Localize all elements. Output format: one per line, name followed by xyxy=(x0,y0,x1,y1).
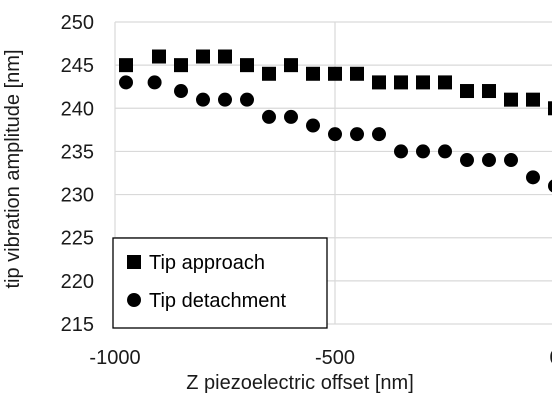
data-point-circle xyxy=(328,127,342,142)
data-point-circle xyxy=(196,92,210,107)
legend-label: Tip detachment xyxy=(149,290,287,312)
data-point-circle xyxy=(526,170,540,185)
data-point-circle xyxy=(174,84,188,99)
data-point-square xyxy=(460,84,474,99)
legend-marker-circle xyxy=(127,293,141,307)
data-point-circle xyxy=(350,127,364,142)
data-point-square xyxy=(394,75,408,90)
data-point-square xyxy=(504,92,518,107)
data-point-square xyxy=(416,75,430,90)
data-point-square xyxy=(284,58,298,73)
y-axis-title: tip vibration amplitude [nm] xyxy=(2,49,24,288)
data-point-square xyxy=(328,66,342,81)
series-layer xyxy=(119,49,552,193)
data-point-circle xyxy=(119,75,133,90)
x-axis-title: Z piezoelectric offset [nm] xyxy=(186,372,414,394)
legend-label: Tip approach xyxy=(149,252,265,274)
y-tick-label: 215 xyxy=(61,314,94,336)
data-point-square xyxy=(152,49,166,64)
data-point-circle xyxy=(504,153,518,168)
data-point-circle xyxy=(240,92,254,107)
data-point-square xyxy=(372,75,386,90)
data-point-circle xyxy=(394,144,408,159)
y-tick-label: 245 xyxy=(61,55,94,77)
series-tip-approach xyxy=(119,49,552,116)
data-point-circle xyxy=(460,153,474,168)
x-tick-label: -500 xyxy=(315,347,355,369)
data-point-square xyxy=(548,101,552,116)
data-point-circle xyxy=(218,92,232,107)
data-point-circle xyxy=(147,75,162,90)
data-point-circle xyxy=(482,153,496,168)
y-tick-label: 225 xyxy=(61,228,94,250)
data-point-square xyxy=(218,49,232,64)
y-tick-label: 240 xyxy=(61,98,94,120)
y-tick-label: 220 xyxy=(61,271,94,293)
data-point-square xyxy=(174,58,188,73)
data-point-circle xyxy=(438,144,452,159)
legend-box xyxy=(112,237,328,329)
data-point-square xyxy=(438,75,452,90)
y-tick-label: 230 xyxy=(61,185,94,207)
data-point-circle xyxy=(416,144,430,159)
data-point-circle xyxy=(262,109,276,124)
legend: Tip approach Tip detachment xyxy=(112,237,328,329)
data-point-square xyxy=(526,92,540,107)
y-tick-label: 235 xyxy=(61,141,94,163)
data-point-circle xyxy=(548,179,552,193)
x-tick-label: 0 xyxy=(549,347,552,369)
x-tick-label: -1000 xyxy=(89,347,140,369)
legend-marker-square xyxy=(127,255,141,269)
data-point-square xyxy=(119,58,133,73)
data-point-circle xyxy=(306,118,320,133)
data-point-square xyxy=(306,66,320,81)
data-point-square xyxy=(350,66,364,81)
y-tick-label: 250 xyxy=(61,12,94,34)
data-point-square xyxy=(262,66,276,81)
series-tip-detachment xyxy=(119,75,552,193)
data-point-circle xyxy=(284,109,298,124)
data-point-square xyxy=(482,84,496,99)
data-point-square xyxy=(196,49,210,64)
data-point-circle xyxy=(372,127,386,142)
data-point-square xyxy=(240,58,254,73)
